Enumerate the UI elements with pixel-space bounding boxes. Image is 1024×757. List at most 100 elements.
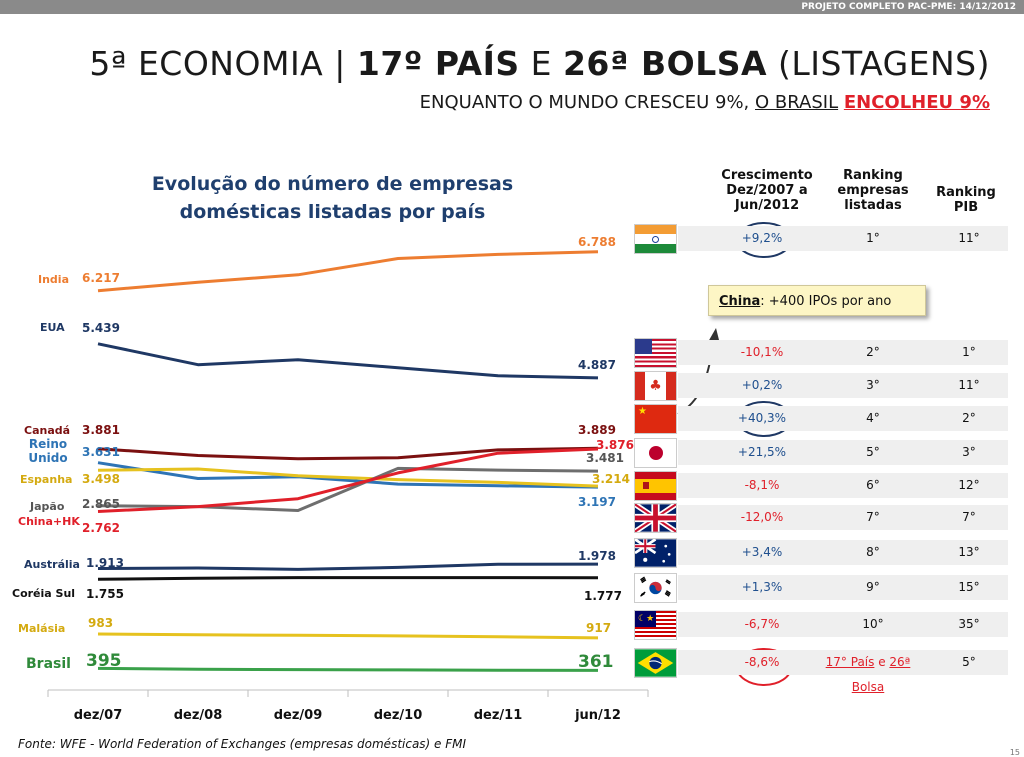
end-value-label: 3.197 xyxy=(578,495,616,509)
table-row xyxy=(678,406,1008,431)
table-row xyxy=(678,473,1008,498)
header-ranking: Ranking empresas listadas xyxy=(837,168,909,213)
pib-ranking-value: 2° xyxy=(962,411,976,425)
series-line-brasil xyxy=(97,666,599,672)
end-value-label: 3.481 xyxy=(586,451,624,465)
series-name-label: Reino xyxy=(29,437,67,451)
callout-country: China xyxy=(719,294,761,309)
flag-china-icon: ★ xyxy=(634,404,677,434)
china-callout: China: +400 IPOs por ano xyxy=(708,285,926,316)
flag-brazil-icon xyxy=(634,648,677,678)
callout-text: : +400 IPOs por ano xyxy=(760,294,892,309)
series-name-label: India xyxy=(38,273,69,286)
growth-value: +9,2% xyxy=(741,231,783,245)
ranking-value: 8° xyxy=(866,545,880,559)
series-line-reinounido xyxy=(97,461,599,489)
start-value-label: 1.913 xyxy=(86,556,124,570)
series-name-label: China+HK xyxy=(18,515,80,528)
x-tick-label: jun/12 xyxy=(574,708,621,723)
title-part4: 26ª BOLSA xyxy=(562,44,768,83)
table-row xyxy=(678,540,1008,565)
top-bar: PROJETO COMPLETO PAC-PME: 14/12/2012 xyxy=(0,0,1024,14)
end-value-label: 1.978 xyxy=(578,549,616,563)
growth-value: +0,2% xyxy=(741,378,783,392)
chart-title: Evolução do número de empresas doméstica… xyxy=(151,173,514,223)
pib-ranking-value: 35° xyxy=(958,617,980,631)
series-name-label: Malásia xyxy=(18,622,65,635)
subtitle-part2: O BRASIL xyxy=(755,92,839,113)
start-value-label: 2.762 xyxy=(82,521,120,535)
table-row xyxy=(678,373,1008,398)
series-line-malsia xyxy=(97,632,599,640)
x-tick-label: dez/09 xyxy=(274,708,323,723)
flag-australia-icon xyxy=(634,538,677,568)
growth-value: +1,3% xyxy=(741,580,783,594)
growth-value: -12,0% xyxy=(740,510,784,524)
pib-ranking-value: 11° xyxy=(958,378,980,392)
series-name-label: EUA xyxy=(40,321,65,334)
flag-japan-icon xyxy=(634,438,677,468)
subtitle-part1: ENQUANTO O MUNDO CRESCEU 9%, xyxy=(419,92,756,113)
end-value-label: 3.214 xyxy=(592,472,630,486)
flag-canada-icon: ♣ xyxy=(634,371,677,401)
pib-ranking-value: 15° xyxy=(958,580,980,594)
x-tick-label: dez/11 xyxy=(474,708,523,723)
end-value-label: 1.777 xyxy=(584,589,622,603)
table-row xyxy=(678,226,1008,251)
pib-ranking-value: 11° xyxy=(958,231,980,245)
start-value-label: 3.631 xyxy=(82,445,120,459)
subtitle-part3: ENCOLHEU 9% xyxy=(843,92,990,113)
flag-malaysia-icon: ☾★ xyxy=(634,610,677,640)
series-line-coriasul xyxy=(97,576,599,581)
pib-ranking-value: 1° xyxy=(962,345,976,359)
series-line-eua xyxy=(97,342,599,380)
growth-value: -10,1% xyxy=(740,345,784,359)
series-line-canad xyxy=(97,446,599,461)
series-name-label: Coréia Sul xyxy=(12,587,75,600)
brasil-ranking-note: 17° País e 26ª Bolsa xyxy=(825,655,911,694)
series-name-label: Unido xyxy=(28,451,67,465)
start-value-label: 3.498 xyxy=(82,472,120,486)
series-name-label: Canadá xyxy=(24,424,70,437)
flag-india-icon xyxy=(634,224,677,254)
table-row xyxy=(678,650,1008,675)
series-line-india xyxy=(97,250,599,293)
table-row xyxy=(678,440,1008,465)
pib-ranking-value: 12° xyxy=(958,478,980,492)
ranking-value: 3° xyxy=(866,378,880,392)
x-tick-label: dez/08 xyxy=(174,708,223,723)
end-value-label: 3.876 xyxy=(596,438,634,452)
table-row xyxy=(678,575,1008,600)
title-part2: 17º PAÍS xyxy=(356,44,520,83)
flag-uk-icon xyxy=(634,503,677,533)
end-value-label: 3.889 xyxy=(578,423,616,437)
flag-korea-icon xyxy=(634,573,677,603)
end-value-label: 361 xyxy=(578,652,614,672)
header-pib: Ranking PIB xyxy=(936,185,996,215)
series-line-espanha xyxy=(97,467,599,488)
growth-value: +21,5% xyxy=(737,445,787,459)
title-part3: E xyxy=(519,44,563,83)
page-number: 15 xyxy=(1009,748,1020,757)
start-value-label: 3.881 xyxy=(82,423,120,437)
x-tick-label: dez/10 xyxy=(374,708,423,723)
series-line-austrlia xyxy=(97,562,599,571)
start-value-label: 5.439 xyxy=(82,321,120,335)
ranking-value: 7° xyxy=(866,510,880,524)
growth-value: -6,7% xyxy=(744,617,780,631)
ranking-value: 4° xyxy=(866,411,880,425)
start-value-label: 1.755 xyxy=(86,587,124,601)
ranking-value: 10° xyxy=(862,617,884,631)
page-title: 5ª ECONOMIA | 17º PAÍS E 26ª BOLSA (LIST… xyxy=(89,44,990,83)
series-name-label: Brasil xyxy=(26,656,71,672)
start-value-label: 983 xyxy=(88,616,113,630)
flag-spain-icon xyxy=(634,471,677,501)
pib-ranking-value: 5° xyxy=(962,655,976,669)
series-name-label: Japão xyxy=(29,500,65,513)
pib-ranking-value: 3° xyxy=(962,445,976,459)
ranking-value: 1° xyxy=(866,231,880,245)
flag-usa-icon xyxy=(634,338,677,368)
end-value-label: 917 xyxy=(586,621,611,635)
pib-ranking-value: 7° xyxy=(962,510,976,524)
